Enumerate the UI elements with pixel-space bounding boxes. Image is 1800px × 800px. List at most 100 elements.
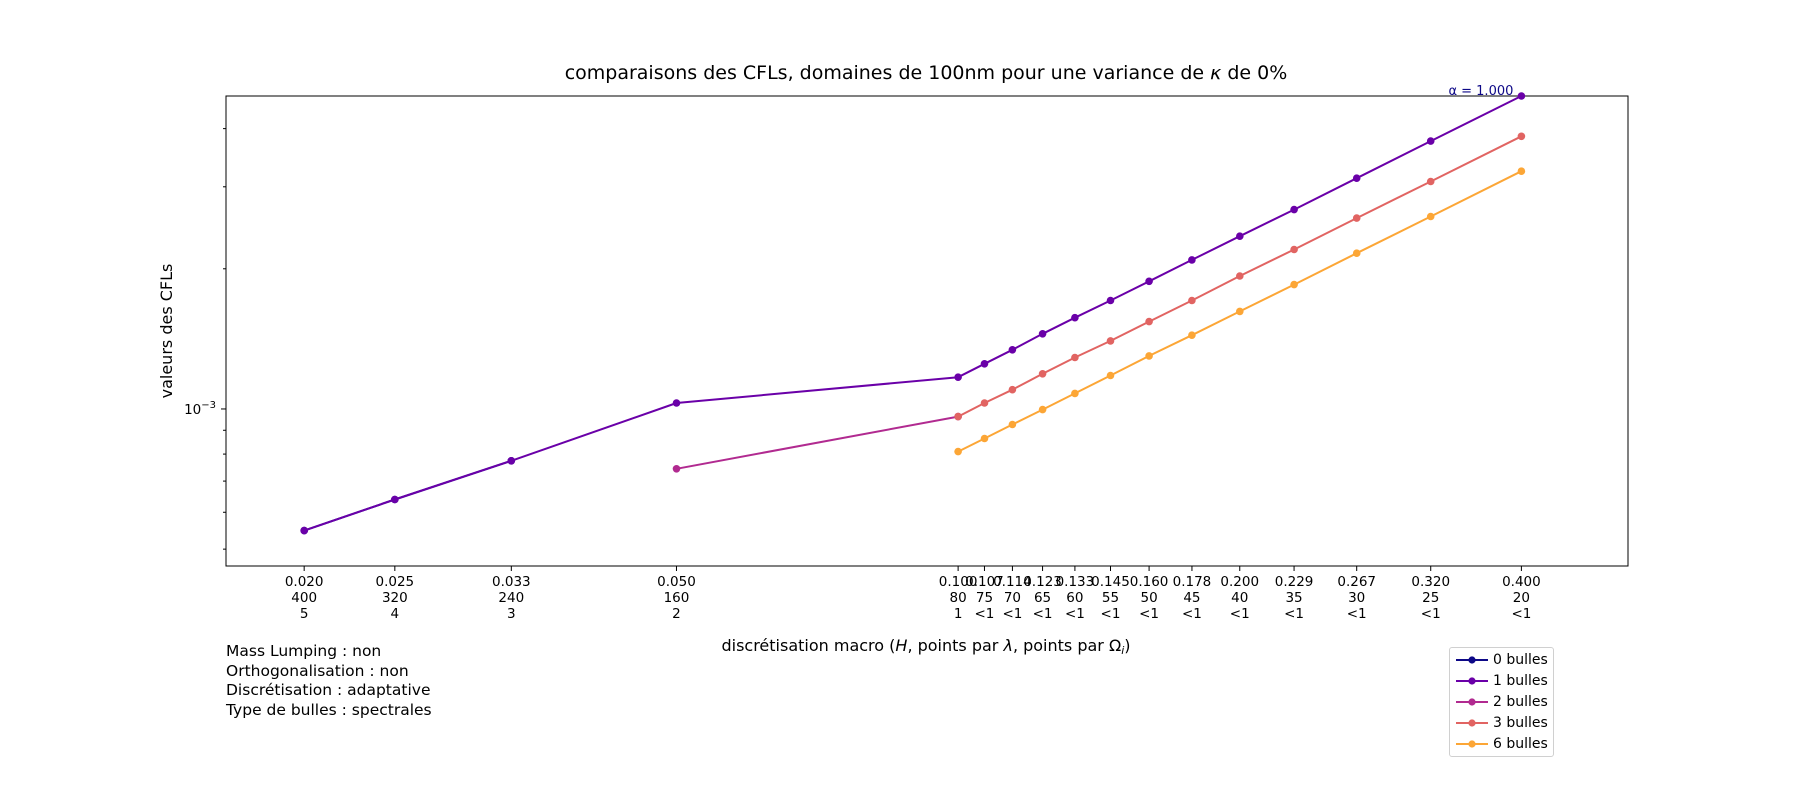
x-tick-label: 0.267 xyxy=(1337,574,1376,590)
data-point xyxy=(1038,330,1047,338)
data-point xyxy=(1038,405,1047,414)
x-tick-label: 80 xyxy=(950,590,967,606)
data-point xyxy=(1352,249,1361,257)
data-point xyxy=(1290,280,1298,289)
x-tick-label: 0.229 xyxy=(1275,574,1314,590)
data-point xyxy=(980,360,989,368)
x-tick-label: 0.114 xyxy=(993,574,1032,590)
x-tick-label: 160 xyxy=(664,590,690,606)
x-tick-label: 20 xyxy=(1513,590,1530,606)
data-point xyxy=(672,399,681,407)
legend-swatch xyxy=(1456,740,1488,748)
data-point xyxy=(1517,92,1526,100)
data-point xyxy=(980,399,989,407)
data-point xyxy=(1426,137,1435,145)
data-point xyxy=(1290,245,1298,254)
data-point xyxy=(1008,385,1017,394)
x-tick-label: <1 xyxy=(1511,606,1531,622)
legend-item: 0 bulles xyxy=(1450,650,1553,670)
data-point xyxy=(672,465,681,473)
legend-label: 2 bulles xyxy=(1493,694,1548,710)
data-point xyxy=(1426,212,1435,221)
legend-item: 1 bulles xyxy=(1450,671,1553,691)
data-point xyxy=(1426,177,1435,186)
legend-label: 0 bulles xyxy=(1493,652,1548,668)
data-point xyxy=(980,434,989,443)
data-point xyxy=(1517,132,1526,141)
x-tick-label: 240 xyxy=(498,590,524,606)
x-tick-label: 0.200 xyxy=(1220,574,1259,590)
x-tick-label: 0.033 xyxy=(492,574,531,590)
x-tick-label: 0.020 xyxy=(285,574,324,590)
y-tick-label: 10−3 xyxy=(184,400,216,418)
data-point xyxy=(1145,317,1153,326)
x-tick-label: 0.025 xyxy=(376,574,415,590)
y-axis-ticks: 10−3 xyxy=(184,128,226,550)
data-point xyxy=(1352,214,1361,222)
legend-label: 1 bulles xyxy=(1493,673,1548,689)
x-tick-label: <1 xyxy=(1033,606,1053,622)
series-layer xyxy=(300,92,1526,535)
data-point xyxy=(1236,232,1244,240)
x-tick-label: 1 xyxy=(954,606,963,622)
x-tick-label: <1 xyxy=(1284,606,1304,622)
x-tick-label: 45 xyxy=(1183,590,1200,606)
x-tick-label: 0.178 xyxy=(1173,574,1212,590)
x-tick-label: 3 xyxy=(507,606,516,622)
x-tick-label: <1 xyxy=(1182,606,1202,622)
meta-orthogonalisation: Orthogonalisation : non xyxy=(226,661,409,680)
x-tick-label: 2 xyxy=(672,606,681,622)
data-point xyxy=(1071,313,1079,322)
series-line xyxy=(676,415,959,470)
x-tick-label: <1 xyxy=(1421,606,1441,622)
data-point xyxy=(1236,307,1244,316)
legend-item: 3 bulles xyxy=(1450,713,1553,733)
data-point xyxy=(1145,352,1153,360)
x-tick-label: 0.400 xyxy=(1502,574,1541,590)
legend-item: 2 bulles xyxy=(1450,692,1553,712)
series-line xyxy=(303,95,1522,532)
x-tick-label: 0.123 xyxy=(1023,574,1062,590)
data-point xyxy=(1352,174,1361,182)
x-tick-label: <1 xyxy=(1101,606,1121,622)
meta-discretisation: Discrétisation : adaptative xyxy=(226,681,431,699)
x-tick-label: 4 xyxy=(391,606,400,622)
x-tick-label: 400 xyxy=(291,590,317,606)
legend-label: 6 bulles xyxy=(1493,736,1548,752)
x-tick-label: 60 xyxy=(1066,590,1083,606)
x-tick-label: 35 xyxy=(1285,590,1302,606)
data-point xyxy=(954,412,962,421)
data-point xyxy=(1008,346,1017,354)
x-tick-label: 0.133 xyxy=(1056,574,1095,590)
data-point xyxy=(1517,167,1526,175)
x-tick-label: 0.050 xyxy=(657,574,696,590)
data-point xyxy=(1188,296,1196,305)
data-point xyxy=(507,457,516,465)
x-tick-label: 30 xyxy=(1348,590,1365,606)
data-point xyxy=(1008,420,1017,429)
data-point xyxy=(1236,272,1244,280)
x-tick-label: <1 xyxy=(975,606,995,622)
x-tick-label: 75 xyxy=(976,590,993,606)
x-tick-label: <1 xyxy=(1230,606,1250,622)
data-point xyxy=(954,373,962,382)
x-tick-label: <1 xyxy=(1002,606,1022,622)
data-point xyxy=(1290,205,1298,214)
legend-swatch xyxy=(1456,677,1488,685)
x-tick-label: 0.100 xyxy=(939,574,978,590)
data-point xyxy=(1071,353,1079,362)
x-tick-label: 65 xyxy=(1034,590,1051,606)
x-tick-label: <1 xyxy=(1347,606,1367,622)
x-tick-label: 5 xyxy=(300,606,309,622)
data-point xyxy=(1188,256,1196,264)
alpha-annotation: α = 1.000 xyxy=(1448,84,1513,99)
data-point xyxy=(954,447,962,456)
x-tick-label: 0.107 xyxy=(965,574,1004,590)
x-tick-label: 50 xyxy=(1140,590,1157,606)
legend-item: 6 bulles xyxy=(1450,734,1553,754)
data-point xyxy=(391,495,399,504)
plot-frame xyxy=(225,95,1629,567)
data-point xyxy=(1106,337,1115,345)
x-tick-label: <1 xyxy=(1139,606,1159,622)
